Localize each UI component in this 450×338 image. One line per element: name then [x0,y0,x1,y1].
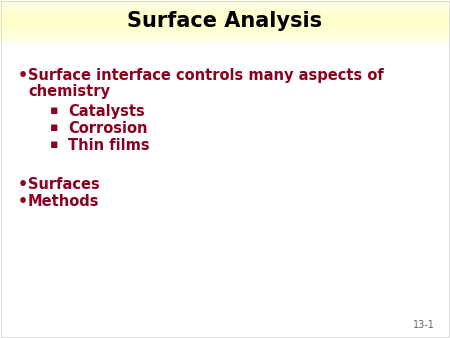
Bar [0,42,450,43]
Bar [0,17,450,18]
Bar [0,22,450,23]
Bar [0,8,450,10]
Text: Surface interface controls many aspects of: Surface interface controls many aspects … [28,68,384,83]
Bar [0,39,450,40]
Bar [0,41,450,42]
Bar [0,11,450,12]
Bar [0,5,450,6]
Bar [0,15,450,16]
Bar [0,33,450,34]
Bar [0,37,450,38]
Bar [0,12,450,13]
Bar [0,2,450,3]
Bar [0,25,450,26]
Text: •: • [18,177,28,192]
Bar [0,7,450,8]
Bar [0,30,450,31]
Text: •: • [18,68,28,83]
Bar [0,0,450,1]
Text: ▪: ▪ [50,138,58,151]
Bar [0,3,450,4]
Bar [0,16,450,17]
Bar [0,29,450,30]
Text: Surfaces: Surfaces [28,177,100,192]
Bar [0,27,450,28]
Text: ▪: ▪ [50,121,58,134]
Bar [0,1,450,2]
Bar [0,24,450,25]
Bar [0,40,450,41]
Bar [0,20,450,22]
Bar [0,10,450,11]
Bar [0,4,450,5]
Bar [0,34,450,35]
Bar [0,14,450,15]
Bar [0,19,450,20]
Text: Thin films: Thin films [68,138,149,153]
Bar [0,35,450,37]
Bar [0,38,450,39]
Bar [0,6,450,7]
Text: chemistry: chemistry [28,84,110,99]
Bar [0,31,450,32]
Text: Surface Analysis: Surface Analysis [127,11,323,31]
Bar [0,13,450,14]
Text: Catalysts: Catalysts [68,104,145,119]
Text: ▪: ▪ [50,104,58,117]
Text: Corrosion: Corrosion [68,121,148,136]
Bar [0,26,450,27]
Bar [0,32,450,33]
Bar [0,28,450,29]
Text: •: • [18,194,28,209]
Text: Methods: Methods [28,194,99,209]
Bar [0,18,450,19]
Bar [0,23,450,24]
Text: 13-1: 13-1 [413,320,435,330]
